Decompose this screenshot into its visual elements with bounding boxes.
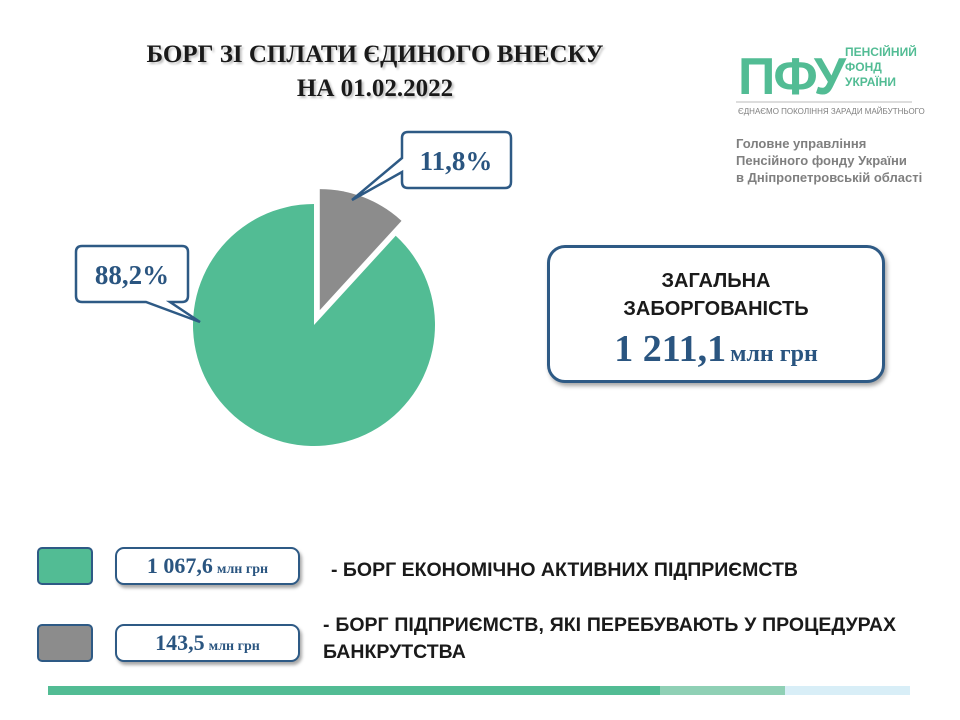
slice-label-green: 88,2%	[95, 260, 169, 290]
legend-swatch-gray	[37, 624, 93, 662]
callout-green-box	[74, 244, 201, 324]
total-value-unit: млн грн	[730, 341, 818, 367]
slice-label-gray: 11,8%	[420, 146, 493, 176]
pie-slice-gray	[319, 189, 402, 311]
logo-name-line-1: ПЕНСІЙНИЙ	[845, 44, 917, 59]
organization-line-1: Головне управління	[736, 136, 867, 151]
title-line-2: НА 01.02.2022	[296, 75, 454, 102]
legend-value-gray: 143,5	[155, 630, 205, 655]
total-debt-label: ЗАГАЛЬНА ЗАБОРГОВАНІСТЬ	[550, 267, 882, 323]
pie-slices	[193, 189, 436, 446]
title-line-1: БОРГ ЗІ СПЛАТИ ЄДИНОГО ВНЕСКУ	[146, 41, 604, 68]
bottom-bar-segment-1	[48, 686, 660, 695]
legend-text-green: - БОРГ ЕКОНОМІЧНО АКТИВНИХ ПІДПРИЄМСТВ	[331, 559, 799, 581]
pie-slice-green	[193, 204, 436, 446]
bottom-bar-segment-2	[660, 686, 785, 695]
organization-line-3: в Дніпропетровській області	[736, 170, 923, 185]
legend-value-box-green: 1 067,6 млн грн	[115, 547, 300, 585]
pfu-logo: ПФУ ПЕНСІЙНИЙ ФОНД УКРАЇНИ ЄДНАЄМО ПОКОЛ…	[736, 44, 925, 116]
logo-name-line-2: ФОНД	[845, 60, 882, 74]
total-label-line-2: ЗАБОРГОВАНІСТЬ	[623, 298, 809, 320]
total-label-line-1: ЗАГАЛЬНА	[661, 270, 771, 292]
legend-unit-green: млн грн	[216, 562, 269, 577]
logo-slogan: ЄДНАЄМО ПОКОЛІННЯ ЗАРАДИ МАЙБУТНЬОГО	[738, 107, 925, 116]
total-value-number: 1 211,1	[614, 328, 727, 370]
organization-name: Головне управління Пенсійного фонду Укра…	[736, 135, 956, 186]
total-debt-value: 1 211,1 млн грн	[550, 327, 882, 371]
logo-mark: ПФУ	[738, 48, 847, 106]
legend-value-box-gray: 143,5 млн грн	[115, 624, 300, 662]
legend-text-gray: - БОРГ ПІДПРИЄМСТВ, ЯКІ ПЕРЕБУВАЮТЬ У ПР…	[323, 614, 896, 663]
legend-swatch-green	[37, 547, 93, 585]
legend-value-green: 1 067,6	[146, 553, 213, 578]
bottom-bar-segment-3	[785, 686, 910, 695]
callout-gray-box	[351, 130, 513, 202]
legend-unit-gray: млн грн	[208, 639, 260, 654]
total-debt-box: ЗАГАЛЬНА ЗАБОРГОВАНІСТЬ 1 211,1 млн грн	[547, 245, 885, 383]
organization-line-2: Пенсійного фонду України	[736, 153, 907, 168]
logo-name-line-3: УКРАЇНИ	[845, 74, 896, 89]
chart-title: БОРГ ЗІ СПЛАТИ ЄДИНОГО ВНЕСКУ НА 01.02.2…	[60, 38, 690, 106]
